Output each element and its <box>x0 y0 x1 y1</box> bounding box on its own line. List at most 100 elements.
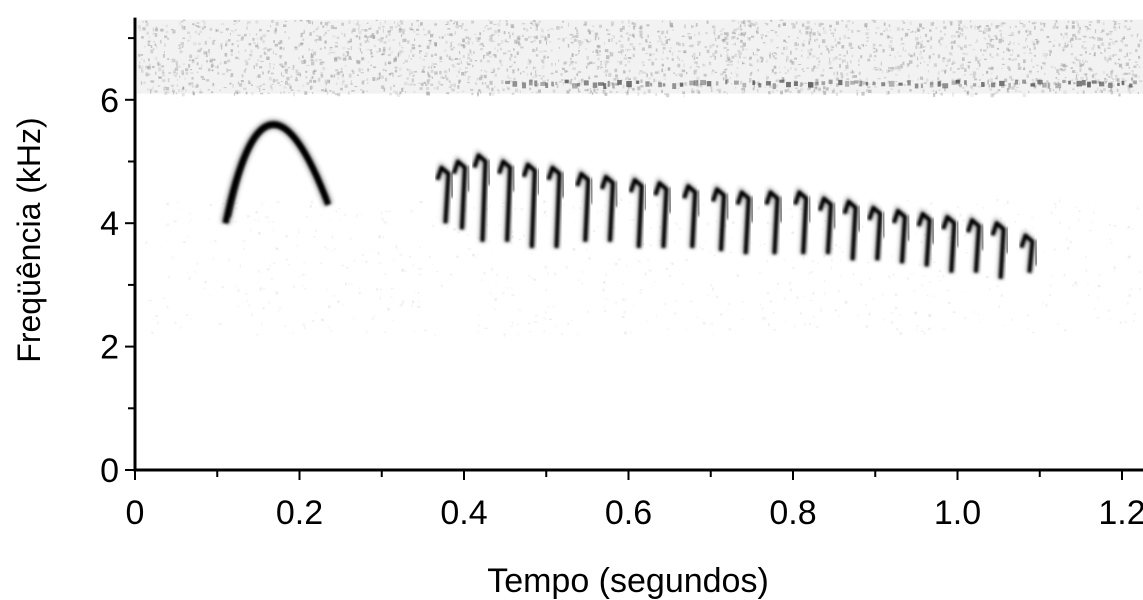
noise-speck <box>597 57 600 61</box>
noise-speck <box>961 57 965 62</box>
noise-speck <box>734 53 737 58</box>
noise-speck <box>603 89 605 92</box>
noise-speck <box>822 68 825 72</box>
noise-speck <box>614 87 616 89</box>
noise-speck <box>682 42 685 47</box>
noise-speck <box>476 77 479 81</box>
noise-speck <box>667 67 671 71</box>
noise-speck <box>952 92 954 97</box>
noise-speck <box>1064 64 1068 67</box>
noise-speck <box>494 73 497 77</box>
noise-speck <box>226 59 231 63</box>
noise-speck <box>427 71 429 73</box>
noise-speck <box>722 71 726 74</box>
harmonic-speck <box>1037 79 1043 85</box>
noise-speck <box>885 27 888 32</box>
noise-speck <box>401 87 406 89</box>
noise-speck <box>957 44 960 48</box>
harmonic-speck <box>765 81 771 86</box>
noise-speck <box>977 85 981 88</box>
noise-speck <box>801 23 805 27</box>
noise-speck <box>506 68 509 72</box>
noise-speck <box>836 71 839 76</box>
noise-speck <box>611 24 613 27</box>
noise-speck <box>412 54 415 57</box>
noise-speck <box>237 34 241 36</box>
noise-speck <box>260 60 264 63</box>
noise-speck <box>814 65 816 68</box>
noise-speck <box>461 25 463 30</box>
noise-speck <box>1121 77 1125 81</box>
noise-speck <box>829 83 832 86</box>
noise-speck <box>1054 66 1057 70</box>
noise-speck <box>1136 206 1139 208</box>
noise-speck <box>919 51 922 54</box>
noise-speck <box>225 40 229 44</box>
noise-speck <box>464 29 468 31</box>
noise-speck <box>632 304 635 307</box>
noise-speck <box>390 52 393 54</box>
noise-speck <box>358 36 361 40</box>
harmonic-speck <box>942 83 949 89</box>
noise-speck <box>583 38 587 40</box>
noise-speck <box>840 259 842 262</box>
noise-speck <box>1093 52 1096 57</box>
noise-speck <box>257 46 260 49</box>
noise-speck <box>358 25 360 30</box>
noise-speck <box>1077 30 1081 34</box>
noise-speck <box>1023 52 1027 54</box>
noise-speck <box>440 75 444 79</box>
noise-speck <box>467 81 470 84</box>
noise-speck <box>873 48 876 50</box>
noise-speck <box>815 86 818 90</box>
harmonic-speck <box>617 80 622 85</box>
noise-speck <box>571 84 574 86</box>
noise-speck <box>244 49 247 52</box>
noise-speck <box>1075 206 1077 209</box>
noise-speck <box>889 29 891 32</box>
noise-speck <box>1025 37 1028 40</box>
noise-speck <box>1046 80 1049 83</box>
noise-speck <box>475 37 478 39</box>
noise-speck <box>996 47 1000 50</box>
noise-speck <box>776 89 778 92</box>
noise-speck <box>1133 313 1137 315</box>
noise-speck <box>740 45 743 48</box>
noise-speck <box>596 225 599 228</box>
noise-speck <box>695 65 699 68</box>
x-tick-label: 0 <box>126 494 145 532</box>
noise-speck <box>1047 85 1050 89</box>
noise-speck <box>959 64 962 68</box>
noise-speck <box>691 44 694 48</box>
noise-speck <box>483 54 486 57</box>
noise-speck <box>506 87 511 90</box>
noise-speck <box>331 75 335 78</box>
noise-speck <box>1104 81 1107 84</box>
noise-speck <box>896 27 900 31</box>
noise-speck <box>853 75 857 78</box>
noise-speck <box>838 314 840 318</box>
noise-speck <box>197 55 199 60</box>
noise-speck <box>744 31 747 35</box>
noise-speck <box>1003 22 1007 25</box>
noise-speck <box>554 63 556 66</box>
noise-speck <box>205 55 209 58</box>
noise-speck <box>1113 53 1117 56</box>
noise-speck <box>646 320 649 323</box>
noise-speck <box>361 68 364 71</box>
noise-speck <box>279 84 282 87</box>
noise-speck <box>677 50 681 53</box>
noise-speck <box>627 49 631 51</box>
noise-speck <box>764 86 766 88</box>
noise-speck <box>961 224 964 226</box>
noise-speck <box>997 25 1000 27</box>
noise-speck <box>793 325 796 328</box>
noise-speck <box>271 261 273 263</box>
noise-speck <box>529 80 532 84</box>
noise-speck <box>1121 37 1125 40</box>
noise-speck <box>1122 72 1126 76</box>
noise-speck <box>1138 65 1141 69</box>
noise-speck <box>605 298 607 300</box>
noise-speck <box>266 30 270 32</box>
noise-speck <box>372 77 376 81</box>
